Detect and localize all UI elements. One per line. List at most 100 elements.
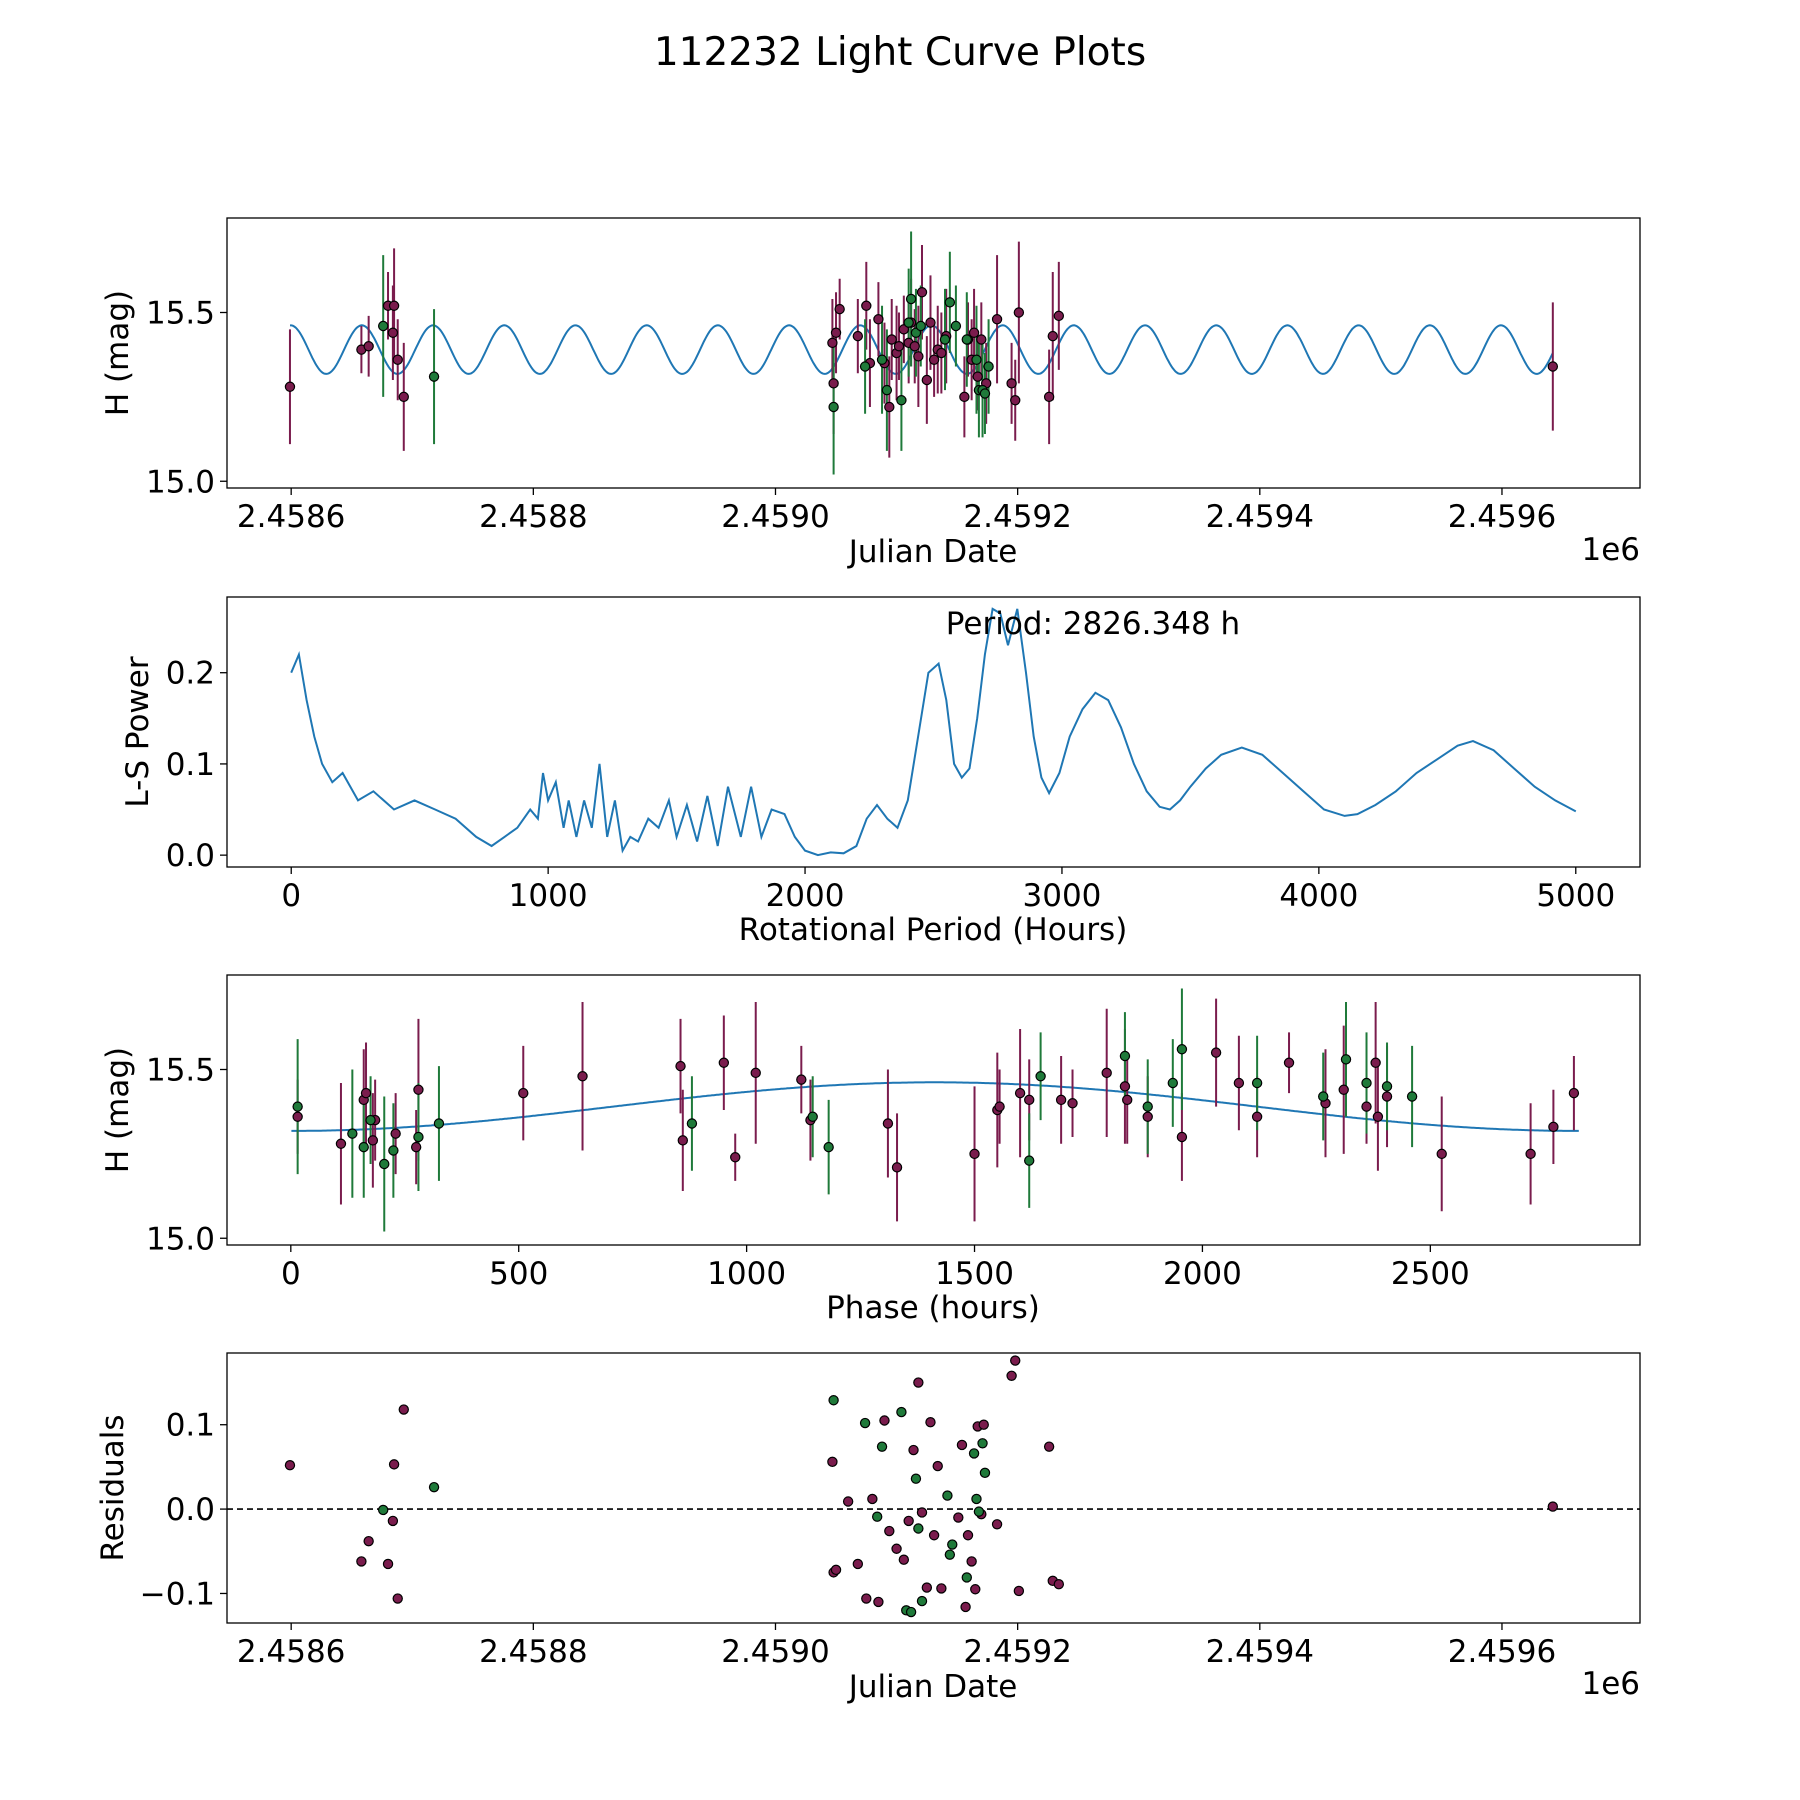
- phased-xlabel: Phase (hours): [826, 1290, 1040, 1326]
- lightcurve-point-a: [1043, 391, 1055, 403]
- phased-ticks: 0 500 1000 1500 2000 2500 15.0 15.5: [146, 1053, 1470, 1293]
- phased-point-a: [292, 1111, 303, 1122]
- lightcurve-offset-label: 1e6: [1581, 532, 1640, 568]
- residuals-point-a: [928, 1530, 940, 1541]
- residuals-point-b: [377, 1504, 389, 1516]
- lightcurve-point-a: [828, 378, 839, 389]
- lightcurve-axes-frame: [226, 217, 1641, 489]
- lightcurve-point-a: [830, 327, 842, 338]
- residuals-xtick-label: 2.4596: [1448, 1634, 1556, 1670]
- phased-axes-frame: [226, 974, 1641, 1246]
- residuals-point-a: [956, 1439, 968, 1451]
- phased-point-a: [994, 1101, 1005, 1112]
- residuals-point-a: [970, 1584, 981, 1595]
- lightcurve-point-a: [972, 371, 983, 382]
- phased-model-curve: [291, 1081, 1579, 1132]
- periodogram-xlabel: Rotational Period (Hours): [739, 912, 1128, 948]
- residuals-point-a: [966, 1556, 977, 1567]
- residuals-point-b: [916, 1595, 928, 1607]
- lightcurve-point-a: [873, 314, 884, 325]
- phased-point-b: [388, 1145, 399, 1156]
- lightcurve-point-a: [976, 334, 987, 345]
- phased-point-b: [1035, 1071, 1046, 1082]
- phased-point-a: [1122, 1094, 1133, 1106]
- lightcurve-point-b: [971, 354, 982, 365]
- residuals-point-a: [827, 1456, 838, 1468]
- phased-point-a: [1233, 1077, 1245, 1089]
- periodogram-xtick-label: 0: [281, 878, 301, 914]
- residuals-point-a: [861, 1593, 872, 1604]
- phased-point-b: [686, 1118, 698, 1129]
- phased-point-a: [1361, 1101, 1372, 1112]
- phased-point-a: [1251, 1111, 1263, 1122]
- lightcurve-xtick-label: 2.4594: [1206, 499, 1314, 535]
- residuals-point-b: [905, 1606, 917, 1618]
- periodogram-ytick-label: 0.1: [166, 747, 215, 783]
- residuals-ticks: 2.4586 2.4588 2.4590 2.4592 2.4594 2.4596 −0.1…: [140, 1408, 1556, 1670]
- residuals-point-b: [947, 1539, 958, 1550]
- lightcurve-point-a: [968, 327, 980, 338]
- phased-ylabel: H (mag): [100, 1047, 136, 1173]
- residuals-axes-frame: [226, 1352, 1641, 1624]
- phased-point-b: [358, 1141, 369, 1153]
- phased-point-a: [1055, 1094, 1067, 1106]
- phased-ytick-label: 15.0: [146, 1221, 215, 1257]
- lightcurve-point-b: [915, 320, 926, 332]
- residuals-point-a: [842, 1496, 854, 1507]
- residuals-point-a: [392, 1593, 403, 1604]
- residuals-point-a: [356, 1556, 367, 1567]
- phased-point-a: [1210, 1047, 1222, 1058]
- residuals-ylabel: Residuals: [95, 1414, 131, 1561]
- residuals-point-a: [1010, 1355, 1021, 1366]
- residuals-point-a: [387, 1515, 399, 1527]
- residuals-point-a: [363, 1535, 374, 1547]
- residuals-point-a: [867, 1493, 878, 1505]
- residuals-point-b: [871, 1511, 883, 1522]
- lightcurve-point-a: [1013, 307, 1025, 318]
- phased-point-b: [1119, 1050, 1131, 1062]
- lightcurve-xtick-label: 2.4586: [237, 499, 345, 535]
- lightcurve-point-a: [284, 381, 296, 392]
- residuals-point-a: [898, 1554, 910, 1565]
- phased-point-a: [891, 1162, 903, 1173]
- lightcurve-point-a: [388, 300, 400, 311]
- phased-point-b: [379, 1158, 390, 1170]
- lightcurve-point-b: [903, 317, 914, 328]
- phased-point-a: [1525, 1148, 1536, 1160]
- panel-phased: 0 500 1000 1500 2000 2500 15.0 15.5 Phase (hour…: [100, 974, 1641, 1326]
- periodogram-ticks: 0 1000 2000 3000 4000 5000 0.0 0.1 0.2: [166, 656, 1616, 914]
- lightcurve-point-a: [928, 354, 940, 365]
- phased-point-a: [1142, 1111, 1153, 1122]
- residuals-point-b: [828, 1395, 839, 1406]
- residuals-xtick-label: 2.4588: [479, 1634, 587, 1670]
- residuals-point-b: [896, 1406, 907, 1418]
- residuals-point-a: [388, 1459, 400, 1470]
- phased-point-b: [1167, 1077, 1178, 1089]
- lightcurve-point-b: [950, 320, 962, 332]
- phased-point-a: [1370, 1057, 1381, 1068]
- phased-point-a: [367, 1135, 379, 1146]
- lightcurve-point-b: [983, 361, 994, 372]
- phased-point-a: [750, 1067, 761, 1079]
- residuals-point-a: [852, 1558, 864, 1570]
- periodogram-xtick-label: 2000: [766, 878, 845, 914]
- phased-point-a: [1568, 1087, 1580, 1099]
- lightcurve-point-a: [913, 351, 924, 362]
- periodogram-power-line: [290, 607, 1577, 857]
- residuals-xtick-label: 2.4592: [963, 1634, 1071, 1670]
- residuals-point-b: [876, 1441, 888, 1452]
- phased-point-b: [347, 1128, 358, 1139]
- lightcurve-point-a: [916, 287, 928, 298]
- residuals-point-b: [973, 1506, 985, 1517]
- lightcurve-point-b: [828, 401, 839, 413]
- lightcurve-point-b: [428, 371, 440, 382]
- residuals-xtick-label: 2.4594: [1206, 1634, 1314, 1670]
- phased-point-a: [730, 1152, 741, 1163]
- residuals-point-b: [859, 1417, 871, 1429]
- lightcurve-point-a: [1047, 330, 1058, 342]
- phased-point-a: [1119, 1081, 1131, 1092]
- phased-point-b: [1024, 1155, 1035, 1166]
- residuals-point-a: [960, 1601, 971, 1613]
- lightcurve-point-b: [961, 334, 972, 345]
- lightcurve-point-b: [377, 320, 389, 332]
